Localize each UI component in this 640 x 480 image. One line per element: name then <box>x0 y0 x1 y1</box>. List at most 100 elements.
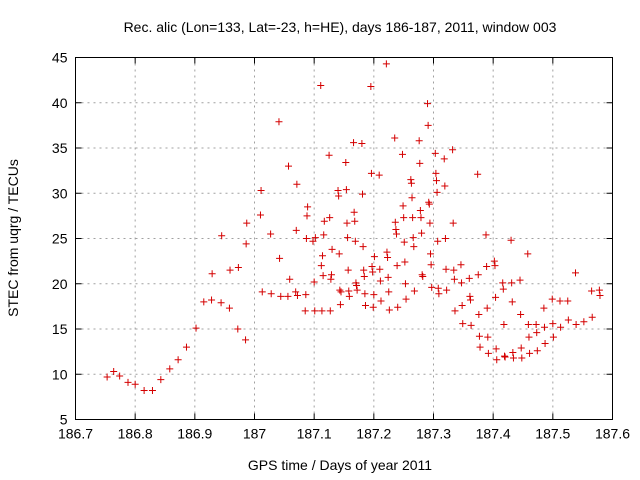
data-point <box>327 271 335 279</box>
y-tick-label: 35 <box>52 140 68 156</box>
data-point <box>369 268 377 276</box>
data-point <box>432 169 440 177</box>
data-point <box>370 253 378 261</box>
plot-frame <box>75 57 613 420</box>
x-tick-label: 187.3 <box>416 426 451 442</box>
data-point <box>465 274 473 282</box>
data-point <box>548 295 556 303</box>
data-point <box>284 292 292 300</box>
data-point <box>361 301 369 309</box>
data-point <box>556 297 564 305</box>
y-tick-label: 40 <box>52 95 68 111</box>
data-point <box>407 176 415 184</box>
data-point <box>540 304 548 312</box>
data-point <box>507 236 515 244</box>
data-point <box>541 339 549 347</box>
data-point <box>409 234 417 242</box>
data-point <box>450 275 458 283</box>
data-point <box>517 311 525 319</box>
data-point <box>353 282 361 290</box>
data-point <box>457 261 465 269</box>
data-point <box>443 286 451 294</box>
x-tick-label: 187 <box>243 426 267 442</box>
data-point <box>327 275 335 283</box>
data-point <box>540 323 548 331</box>
data-point <box>451 307 459 315</box>
data-point <box>508 279 516 287</box>
data-point <box>256 211 264 219</box>
data-point <box>524 320 532 328</box>
data-point <box>243 219 251 227</box>
data-point <box>351 237 359 245</box>
data-point <box>407 179 415 187</box>
data-point <box>418 271 426 279</box>
data-point <box>416 159 424 167</box>
data-point <box>401 258 409 266</box>
data-point <box>367 169 375 177</box>
data-point <box>410 287 418 295</box>
data-point <box>310 278 318 286</box>
data-point <box>367 82 375 90</box>
data-point <box>242 336 250 344</box>
data-point <box>292 288 300 296</box>
x-tick-label: 187.6 <box>595 426 630 442</box>
data-point <box>459 320 467 328</box>
data-point <box>492 293 500 301</box>
y-axis-label: STEC from uqrg / TECUs <box>5 159 21 317</box>
data-point <box>398 150 406 158</box>
data-point <box>557 323 565 331</box>
data-point <box>358 139 366 147</box>
data-point <box>440 155 448 163</box>
data-point <box>384 254 392 262</box>
data-point <box>466 296 474 304</box>
data-point <box>434 237 442 245</box>
data-point <box>350 139 358 147</box>
chart-title: Rec. alic (Lon=133, Lat=-23, h=HE), days… <box>124 19 557 35</box>
x-axis-label: GPS time / Days of year 2011 <box>248 457 432 473</box>
data-point <box>309 237 317 245</box>
data-point <box>124 378 132 386</box>
data-point <box>409 214 417 222</box>
data-point <box>432 177 440 185</box>
data-point <box>458 301 466 309</box>
data-point <box>393 230 401 238</box>
data-point <box>276 254 284 262</box>
data-point <box>427 261 435 269</box>
data-point <box>482 231 490 239</box>
data-point <box>427 250 435 258</box>
y-tick-label: 25 <box>52 231 68 247</box>
data-point <box>410 243 418 251</box>
data-point <box>358 190 366 198</box>
data-point <box>320 217 328 225</box>
data-point <box>431 149 439 157</box>
data-point <box>501 352 509 360</box>
data-point <box>200 298 208 306</box>
data-point <box>517 344 525 352</box>
data-point <box>218 232 226 240</box>
data-point <box>360 266 368 274</box>
data-point <box>311 307 319 315</box>
x-tick-label: 186.7 <box>58 426 93 442</box>
data-point <box>319 272 327 280</box>
data-point <box>192 324 200 332</box>
y-tick-label: 30 <box>52 185 68 201</box>
data-point <box>394 303 402 311</box>
data-point <box>334 187 342 195</box>
data-point <box>401 280 409 288</box>
data-point <box>572 269 580 277</box>
data-point <box>524 250 532 258</box>
data-point <box>441 235 449 242</box>
data-point <box>425 198 433 206</box>
data-point <box>466 292 474 300</box>
data-point <box>424 121 432 129</box>
data-point <box>286 275 294 283</box>
data-point <box>532 320 540 328</box>
data-point <box>377 297 385 305</box>
data-point <box>375 171 383 179</box>
data-point <box>318 307 326 315</box>
data-point <box>242 240 250 248</box>
data-point <box>442 265 450 273</box>
data-point <box>516 276 524 284</box>
data-point <box>267 290 275 298</box>
data-point <box>208 296 216 304</box>
